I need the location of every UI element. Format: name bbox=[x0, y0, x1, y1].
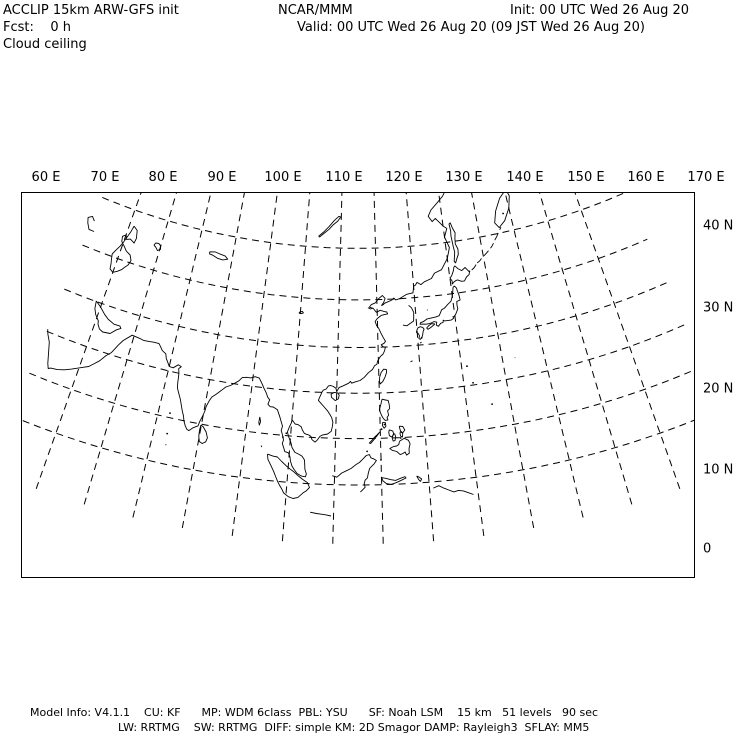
map-panel[interactable] bbox=[21, 192, 695, 578]
model-info-line2: LW: RRTMG SW: RRTMG DIFF: simple KM: 2D … bbox=[118, 721, 590, 734]
lon-label-1: 70 E bbox=[90, 170, 120, 185]
valid-time-label: Valid: 00 UTC Wed 26 Aug 20 (09 JST Wed … bbox=[297, 20, 645, 35]
forecast-hour-label: Fcst: 0 h bbox=[3, 20, 72, 35]
lon-label-5: 110 E bbox=[325, 170, 363, 185]
lon-label-0: 60 E bbox=[31, 170, 61, 185]
lon-label-4: 100 E bbox=[264, 170, 302, 185]
lon-label-11: 170 E bbox=[687, 170, 725, 185]
center-label: NCAR/MMM bbox=[278, 3, 353, 18]
lat-label-4: 0 bbox=[703, 541, 712, 557]
lat-label-3: 10 N bbox=[703, 462, 734, 478]
init-time-label: Init: 00 UTC Wed 26 Aug 20 bbox=[510, 3, 690, 18]
lon-label-2: 80 E bbox=[148, 170, 178, 185]
lon-label-7: 130 E bbox=[445, 170, 483, 185]
model-info-line1: Model Info: V4.1.1 CU: KF MP: WDM 6class… bbox=[30, 706, 599, 719]
lat-label-1: 30 N bbox=[703, 300, 734, 316]
field-name-label: Cloud ceiling bbox=[3, 37, 87, 52]
lon-label-6: 120 E bbox=[385, 170, 423, 185]
lon-label-10: 160 E bbox=[627, 170, 665, 185]
model-title: ACCLIP 15km ARW-GFS init bbox=[3, 3, 179, 18]
map-border bbox=[21, 192, 695, 578]
map-canvas bbox=[21, 192, 695, 544]
lon-label-9: 150 E bbox=[567, 170, 605, 185]
lat-lon-gridlines bbox=[21, 192, 695, 544]
lon-label-3: 90 E bbox=[207, 170, 237, 185]
lon-label-8: 140 E bbox=[506, 170, 544, 185]
lat-label-0: 40 N bbox=[703, 218, 734, 234]
coastline-paths bbox=[47, 192, 516, 517]
lat-label-2: 20 N bbox=[703, 381, 734, 397]
